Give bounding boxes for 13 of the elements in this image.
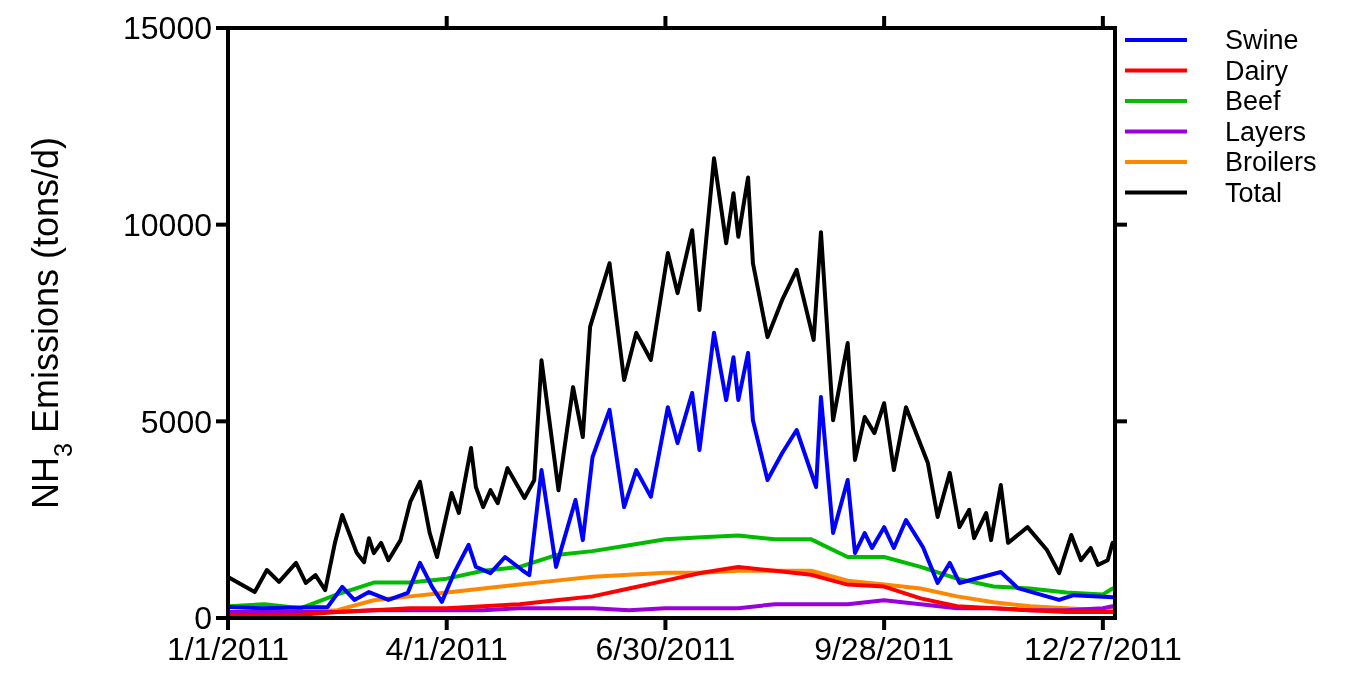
legend-label: Swine [1225, 25, 1299, 56]
legend-label: Broilers [1225, 147, 1317, 178]
y-tick-label: 5000 [140, 403, 212, 440]
x-tick-label: 6/30/2011 [595, 631, 736, 667]
x-tick-label: 9/28/2011 [814, 631, 955, 667]
legend-label: Dairy [1225, 55, 1289, 86]
legend-label: Layers [1225, 116, 1307, 147]
y-tick-label: 10000 [123, 206, 212, 243]
x-tick-label: 12/27/2011 [1023, 631, 1182, 667]
x-tick-label: 4/1/2011 [385, 631, 508, 667]
legend-label: Total [1225, 177, 1283, 208]
legend-label: Beef [1225, 86, 1282, 117]
y-tick-label: 15000 [123, 10, 212, 47]
